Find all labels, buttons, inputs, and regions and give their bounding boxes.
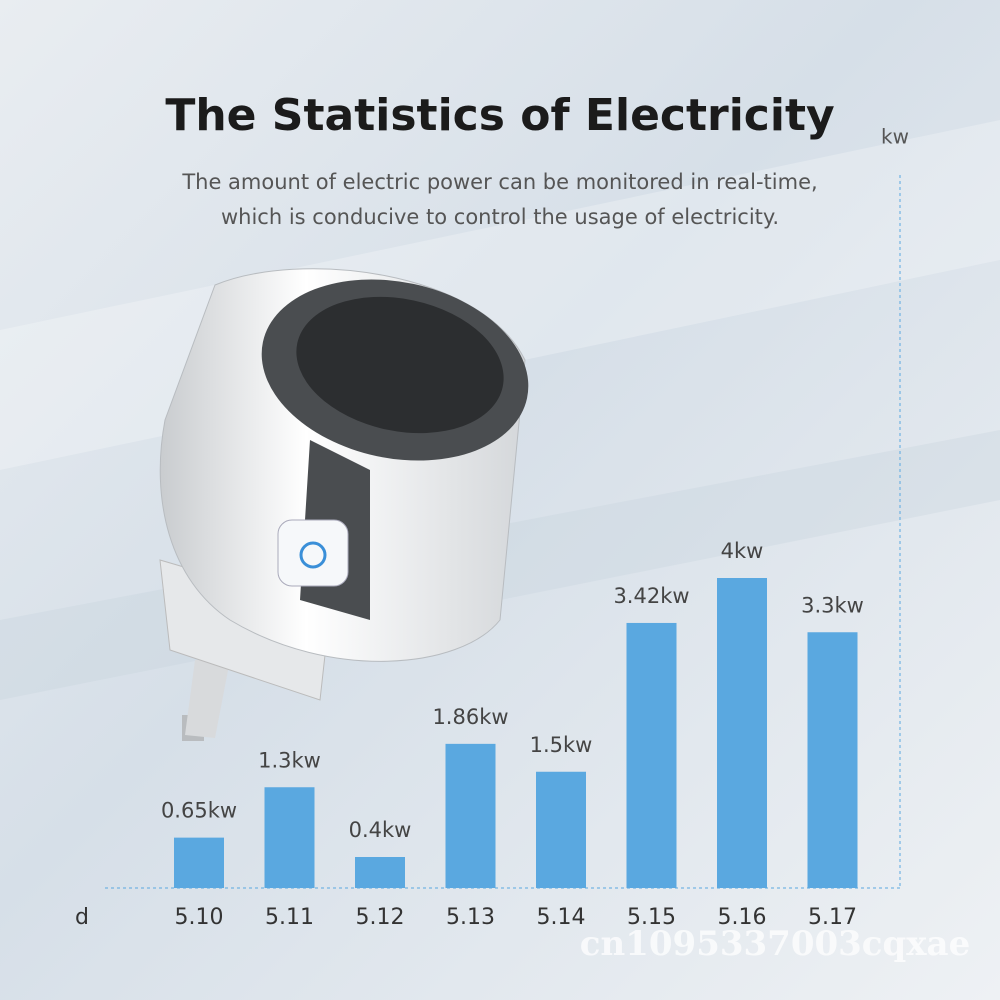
value-label: 4kw xyxy=(721,539,764,563)
bar xyxy=(717,578,767,888)
subtitle: which is conducive to control the usage … xyxy=(221,205,779,229)
power-icon xyxy=(299,541,327,569)
x-tick-label: 5.15 xyxy=(627,905,676,930)
chart-title: The Statistics of Electricity xyxy=(165,90,834,141)
x-axis-label: d xyxy=(75,905,89,930)
value-label: 0.65kw xyxy=(161,799,237,823)
x-tick-label: 5.17 xyxy=(808,905,857,930)
power-button xyxy=(277,519,349,587)
bar xyxy=(626,622,677,888)
value-label: 3.3kw xyxy=(801,593,864,617)
bar xyxy=(264,787,315,888)
bar xyxy=(807,632,858,888)
smart-plug xyxy=(159,268,529,741)
x-tick-label: 5.12 xyxy=(356,905,405,930)
pin-metal xyxy=(185,660,230,738)
bars: 0.65kw 5.10 1.3kw 5.11 0.4kw 5.12 1.86kw 5.13 1.… xyxy=(161,539,864,930)
bar xyxy=(445,743,496,888)
value-label: 1.3kw xyxy=(258,748,321,772)
watermark: cn1095337003cqxae xyxy=(580,924,970,964)
subtitle: The amount of electric power can be moni… xyxy=(181,170,817,194)
x-tick-label: 5.16 xyxy=(718,905,767,930)
bar xyxy=(174,837,224,888)
x-tick-label: 5.13 xyxy=(446,905,495,930)
x-tick-label: 5.14 xyxy=(537,905,586,930)
value-label: 3.42kw xyxy=(613,584,689,608)
value-label: 1.5kw xyxy=(530,733,593,757)
socket-hole xyxy=(296,296,504,434)
bar xyxy=(536,771,586,888)
bar xyxy=(355,857,405,888)
value-label: 1.86kw xyxy=(432,705,508,729)
x-tick-label: 5.10 xyxy=(175,905,224,930)
y-axis-label: kw xyxy=(881,125,909,149)
value-label: 0.4kw xyxy=(349,818,412,842)
x-tick-label: 5.11 xyxy=(265,905,314,930)
